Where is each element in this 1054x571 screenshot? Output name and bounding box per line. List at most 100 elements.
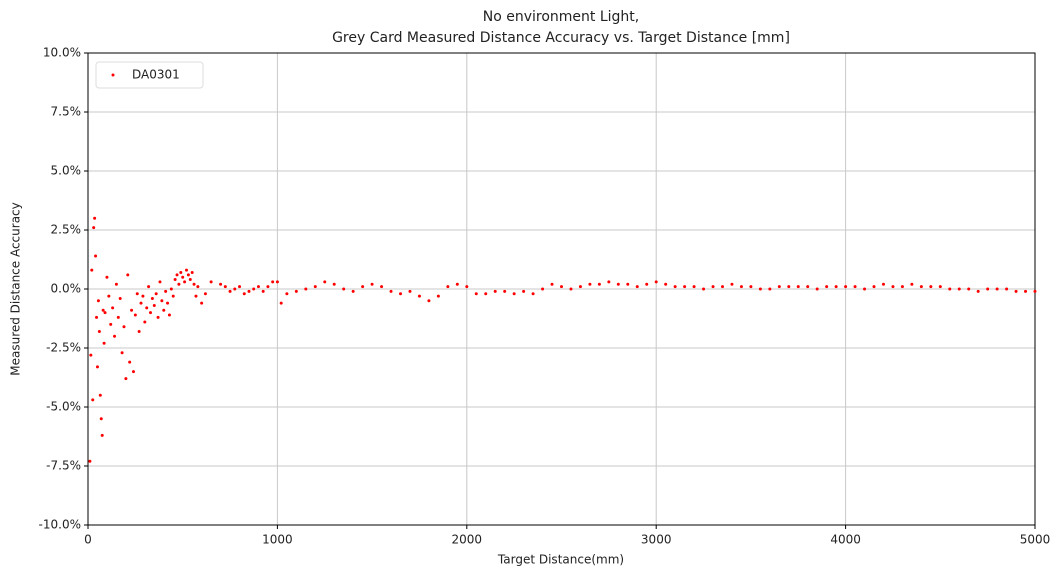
point [919, 285, 923, 289]
point [503, 289, 507, 293]
y-axis-label: Measured Distance Accuracy [9, 202, 23, 376]
x-axis-label: Target Distance(mm) [497, 553, 624, 567]
point [131, 370, 135, 374]
point [223, 285, 227, 289]
point [872, 285, 876, 289]
point [493, 289, 497, 293]
point [436, 294, 440, 298]
point [261, 289, 265, 293]
point [139, 301, 143, 305]
point [89, 353, 93, 357]
x-tick-label: 1000 [262, 533, 293, 547]
legend-box [95, 61, 204, 89]
point [183, 280, 187, 284]
point [238, 285, 242, 289]
point [815, 287, 819, 291]
point [294, 289, 298, 293]
y-tick-label: -5.0% [46, 400, 81, 414]
point [158, 280, 162, 284]
point [578, 285, 582, 289]
point [427, 299, 431, 303]
point [541, 287, 545, 291]
point [1014, 289, 1018, 293]
point [175, 273, 179, 277]
point [188, 278, 192, 282]
x-tick-label: 2000 [452, 533, 483, 547]
point [408, 289, 412, 293]
point [120, 351, 124, 355]
point [399, 292, 403, 296]
point [156, 315, 160, 319]
point [881, 282, 885, 286]
point [976, 289, 980, 293]
point [616, 282, 620, 286]
point [484, 292, 488, 296]
point [167, 313, 171, 317]
point [100, 433, 104, 437]
point [179, 270, 183, 274]
point [749, 285, 753, 289]
y-tick-label: 5.0% [51, 164, 82, 178]
point [550, 282, 554, 286]
point [177, 282, 181, 286]
point [95, 365, 99, 369]
point [512, 292, 516, 296]
point [184, 268, 188, 272]
point [133, 313, 137, 317]
point [910, 282, 914, 286]
point [242, 292, 246, 296]
point [380, 285, 384, 289]
point [196, 285, 200, 289]
x-tick-label: 5000 [1020, 533, 1051, 547]
point [1024, 289, 1028, 293]
point [522, 289, 526, 293]
point [834, 285, 838, 289]
point [130, 308, 134, 312]
point [113, 334, 117, 338]
point [124, 377, 128, 381]
point [948, 287, 952, 291]
y-tick-label: -10.0% [39, 518, 81, 532]
x-tick-label: 4000 [830, 533, 861, 547]
point [154, 292, 158, 296]
point [758, 287, 762, 291]
point [143, 320, 147, 324]
point [98, 393, 102, 397]
point [228, 289, 232, 293]
point [141, 294, 145, 298]
point [569, 287, 573, 291]
point [107, 294, 111, 298]
point [173, 278, 177, 282]
y-tick-label: 7.5% [51, 105, 82, 119]
point [190, 270, 194, 274]
point [101, 308, 105, 312]
point [192, 282, 196, 286]
point [711, 285, 715, 289]
point [891, 285, 895, 289]
point [531, 292, 535, 296]
point [160, 299, 164, 303]
y-tick-label: -2.5% [46, 341, 81, 355]
point [171, 294, 175, 298]
point [95, 315, 99, 319]
point [938, 285, 942, 289]
point [455, 282, 459, 286]
point [995, 287, 999, 291]
point [90, 268, 94, 272]
point [94, 254, 98, 258]
point [673, 285, 677, 289]
point [91, 398, 95, 402]
point [128, 360, 132, 364]
point [200, 301, 204, 305]
point [137, 329, 141, 333]
point [105, 275, 109, 279]
point [1005, 287, 1009, 291]
point [275, 280, 279, 284]
point [957, 287, 961, 291]
point [149, 311, 153, 315]
point [118, 296, 122, 300]
point [361, 285, 365, 289]
point [145, 306, 149, 310]
point [186, 273, 190, 277]
